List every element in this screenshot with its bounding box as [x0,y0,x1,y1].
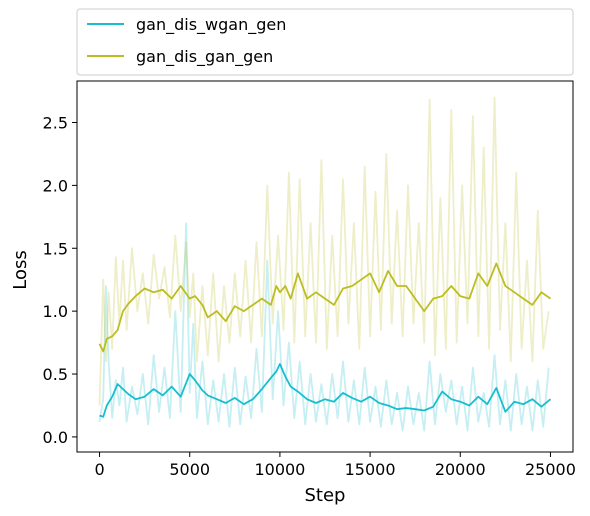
legend-label-gan: gan_dis_gan_gen [136,47,273,67]
x-tick-label: 25000 [525,460,576,479]
x-axis-label: Step [305,485,346,506]
legend: gan_dis_wgan_gen gan_dis_gan_gen [76,8,574,76]
y-tick-label: 1.0 [43,302,68,321]
x-tick-label: 15000 [345,460,396,479]
y-tick-label: 0.5 [43,365,68,384]
x-tick-label: 0 [94,460,104,479]
plot-layer [98,96,552,432]
y-tick-label: 2.5 [43,114,68,133]
series-raw-line-0 [98,222,550,432]
y-tick-label: 2.0 [43,176,68,195]
series-raw-line-1 [98,96,550,406]
legend-label-wgan: gan_dis_wgan_gen [136,15,286,35]
y-axis-label: Loss [10,250,31,289]
y-tick-label: 1.5 [43,239,68,258]
y-tick-label: 0.0 [43,428,68,447]
plot-frame [76,80,574,453]
x-tick-label: 10000 [254,460,305,479]
x-tick-label: 5000 [169,460,210,479]
legend-box [76,8,574,76]
x-tick-label: 20000 [435,460,486,479]
axis-layer: 0 5000 10000 15000 20000 25000 0.0 0.5 1.0 1.5 2.0… [43,80,576,479]
series-smoothed-line-0 [99,363,552,418]
series-smoothed-line-1 [98,262,552,353]
